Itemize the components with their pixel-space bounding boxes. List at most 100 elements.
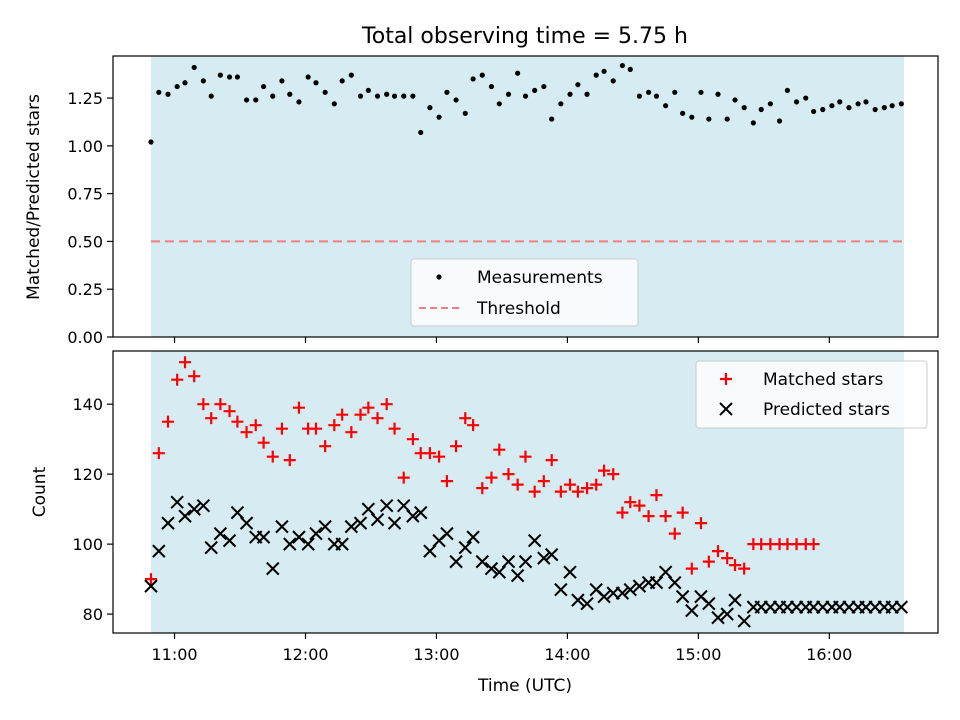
legend-predicted-marker (719, 402, 733, 416)
measurement-point (549, 116, 555, 122)
matched-star-point (152, 447, 165, 460)
matched-star-point (659, 510, 672, 523)
bottom-y-axis: 80 100 120 140 (72, 395, 113, 624)
measurement-point (470, 76, 476, 82)
matched-star-point (388, 422, 401, 435)
predicted-star-point (554, 582, 568, 597)
predicted-star-point (518, 554, 533, 569)
matched-star-point (633, 499, 646, 512)
legend-matched-marker (720, 373, 732, 385)
matched-star-point (423, 447, 436, 460)
measurement-point (357, 93, 364, 99)
matched-star-point (519, 450, 532, 463)
measurement-point (410, 93, 416, 99)
matched-star-point (581, 482, 594, 495)
bottom-plot-frame (112, 350, 939, 634)
predicted-star-point (737, 614, 751, 628)
measurement-point (706, 116, 712, 122)
predicted-star-point (597, 589, 611, 604)
matched-star-point (485, 471, 498, 484)
bottom-x-axis: 11:00 12:00 13:00 14:00 15:00 16:00 (151, 633, 852, 664)
top-y-axis-label: Matched/Predicted stars (24, 94, 44, 300)
matched-star-point (380, 398, 393, 411)
top-panel: 0.00 0.25 0.50 0.75 1.00 1.25 Matched/Predict… (24, 55, 939, 347)
matched-star-point (319, 440, 332, 453)
predicted-star-point (256, 530, 271, 544)
top-legend-box (410, 258, 639, 327)
predicted-star-point (379, 498, 394, 513)
predicted-star-point (728, 593, 742, 607)
measurement-point (200, 78, 206, 84)
measurement-point (496, 101, 502, 107)
predicted-star-point (685, 603, 699, 618)
matched-star-point (564, 478, 577, 491)
top-legend: Measurements Threshold (410, 258, 639, 327)
predicted-star-point (370, 512, 385, 527)
predicted-star-point (344, 519, 359, 534)
predicted-star-point (178, 509, 192, 523)
predicted-star-point (266, 561, 280, 576)
measurement-point (889, 103, 895, 109)
matched-star-point (554, 485, 567, 498)
legend-measurements-label: Measurements (477, 268, 603, 288)
matched-star-point (721, 552, 734, 565)
matched-star-point (676, 506, 689, 519)
predicted-star-point (475, 554, 489, 569)
measurement-point (505, 91, 512, 97)
measurement-point (348, 72, 354, 78)
matched-star-point (528, 485, 541, 498)
predicted-star-point (353, 516, 368, 530)
measurement-point (863, 99, 869, 105)
measurement-point (541, 83, 547, 90)
matched-star-point (171, 373, 184, 386)
top-x-axis-ticks (173, 337, 830, 343)
measurement-point (339, 78, 345, 84)
matched-star-point (292, 401, 305, 414)
measurement-point (619, 62, 626, 69)
predicted-star-point (440, 526, 454, 541)
measurement-point (156, 89, 162, 95)
predicted-star-point (615, 586, 630, 600)
measurement-point (234, 74, 241, 80)
measurement-point (829, 103, 835, 109)
bottom-legend: Matched stars Predicted stars (695, 360, 928, 429)
measurement-point (855, 101, 861, 107)
predicted-star-point (702, 596, 716, 611)
bottom-y-tick-label: 100 (72, 535, 103, 554)
matched-star-point (511, 478, 524, 491)
matched-star-point (283, 454, 296, 467)
measurement-point (820, 106, 826, 113)
predicted-star-point (144, 579, 158, 593)
x-tick-label: 13:00 (413, 645, 459, 664)
matched-star-point (571, 485, 584, 498)
matched-star-point (371, 412, 384, 425)
measurement-point (401, 93, 407, 99)
x-axis-label: Time (UTC) (477, 676, 572, 696)
predicted-star-point (275, 519, 289, 534)
measurement-point (645, 89, 652, 95)
predicted-star-point (406, 509, 420, 523)
measurement-point (287, 91, 293, 97)
matched-star-point (642, 510, 655, 523)
predicted-star-point (387, 516, 402, 530)
matched-star-point (240, 426, 253, 439)
matched-star-point (650, 489, 663, 502)
measurement-point (182, 80, 188, 86)
top-y-tick-label: 1.00 (67, 137, 103, 156)
measurement-point (427, 105, 433, 111)
matched-star-point (694, 517, 707, 530)
predicted-star-point (335, 537, 349, 551)
predicted-star-point (318, 519, 332, 534)
measurement-point (837, 99, 843, 105)
measurement-point (305, 74, 311, 80)
matched-star-point (406, 433, 419, 446)
measurement-point (750, 120, 756, 126)
predicted-star-point (301, 537, 315, 551)
matched-star-point (188, 370, 201, 383)
x-tick-label: 12:00 (282, 645, 328, 664)
measurement-point (243, 97, 250, 103)
predicted-star-point (466, 530, 480, 544)
matched-star-point (624, 496, 637, 509)
top-y-tick-label: 0.00 (67, 328, 103, 347)
measurement-point (365, 87, 371, 94)
